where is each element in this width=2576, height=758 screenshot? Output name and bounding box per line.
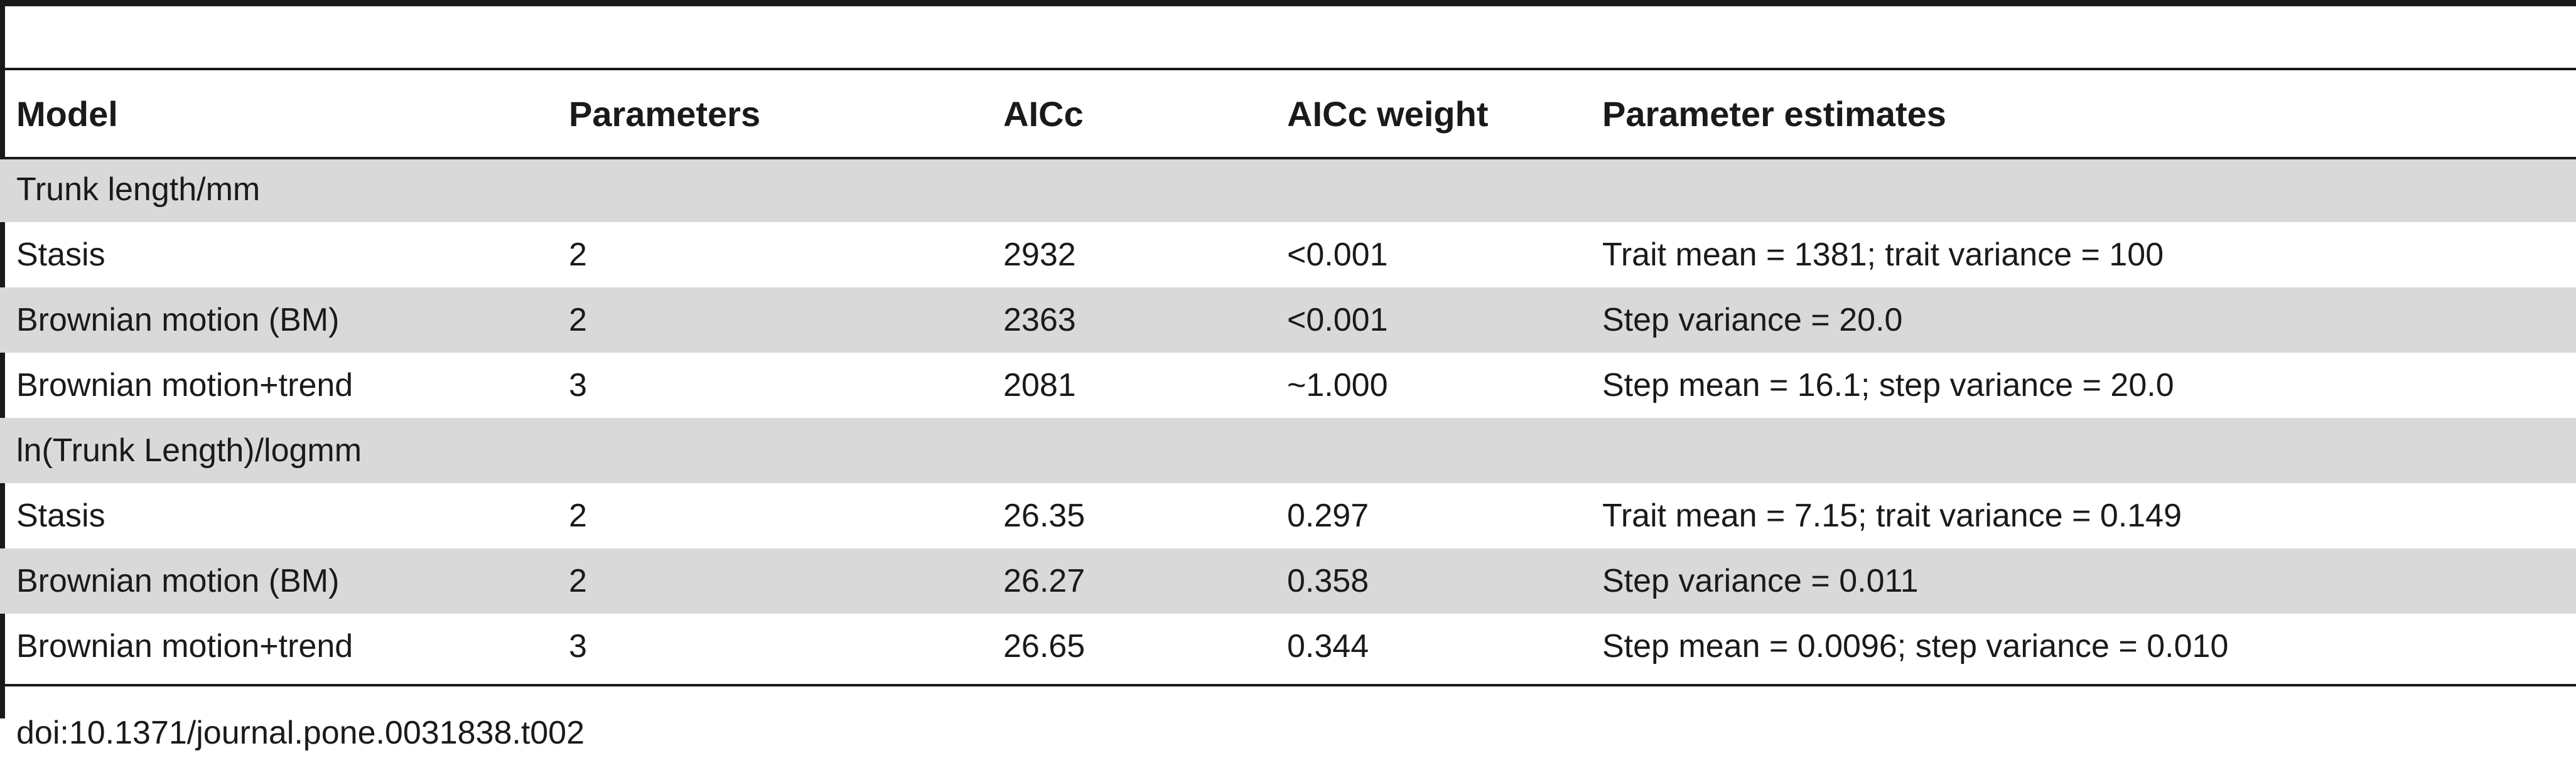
table-row: Brownian motion (BM) 2 2363 <0.001 Step …	[0, 287, 2576, 353]
cell-estimates: Step mean = 16.1; step variance = 20.0	[1602, 367, 2174, 403]
cell-parameters: 2	[569, 498, 587, 534]
cell-aicc-weight: <0.001	[1287, 237, 1388, 273]
table-row: Brownian motion (BM) 2 26.27 0.358 Step …	[0, 548, 2576, 614]
top-thick-rule	[0, 0, 2576, 6]
cell-aicc-weight: 0.358	[1271, 548, 1586, 614]
cell-estimates: Trait mean = 7.15; trait variance = 0.14…	[1602, 498, 2182, 534]
column-header-model: Model	[16, 93, 118, 134]
cell-aicc-weight: <0.001	[1271, 287, 1586, 353]
cell-parameters: 3	[569, 367, 587, 403]
cell-estimates: Step variance = 0.011	[1586, 548, 2576, 614]
results-table: Model Parameters AICc AICc weight Parame…	[0, 70, 2576, 679]
cell-model: Stasis	[16, 237, 105, 273]
header-top-rule	[0, 68, 2576, 70]
cell-model: Brownian motion (BM)	[0, 287, 552, 353]
cell-aicc: 26.65	[1003, 628, 1086, 665]
cell-aicc: 2932	[1003, 237, 1076, 273]
section-label: Trunk length/mm	[0, 157, 2576, 222]
cell-parameters: 2	[569, 237, 587, 273]
table-row: Brownian motion+trend 3 26.65 0.344 Step…	[0, 614, 2576, 679]
column-header-aicc-weight: AICc weight	[1287, 93, 1489, 134]
header-bottom-rule	[0, 157, 2576, 159]
cell-model: Stasis	[16, 498, 105, 534]
cell-parameters: 2	[552, 548, 987, 614]
column-header-parameters: Parameters	[569, 93, 761, 134]
cell-parameters: 3	[569, 628, 587, 665]
cell-estimates: Step variance = 20.0	[1586, 287, 2576, 353]
left-edge-rule	[0, 0, 5, 718]
section-row: ln(Trunk Length)/logmm	[0, 418, 2576, 483]
cell-aicc: 26.27	[987, 548, 1271, 614]
cell-model: Brownian motion+trend	[16, 628, 353, 665]
cell-aicc-weight: 0.344	[1287, 628, 1369, 665]
cell-model: Brownian motion (BM)	[0, 548, 552, 614]
table-row: Stasis 2 26.35 0.297 Trait mean = 7.15; …	[0, 483, 2576, 548]
column-header-aicc: AICc	[1003, 93, 1084, 134]
cell-estimates: Trait mean = 1381; trait variance = 100	[1602, 237, 2164, 273]
cell-model: Brownian motion+trend	[16, 367, 353, 403]
cell-aicc: 2081	[1003, 367, 1076, 403]
cell-aicc-weight: 0.297	[1287, 498, 1369, 534]
table-row: Stasis 2 2932 <0.001 Trait mean = 1381; …	[0, 222, 2576, 287]
header-row: Model Parameters AICc AICc weight Parame…	[0, 70, 2576, 157]
cell-aicc: 2363	[987, 287, 1271, 353]
cell-parameters: 2	[552, 287, 987, 353]
cell-aicc: 26.35	[1003, 498, 1086, 534]
cell-estimates: Step mean = 0.0096; step variance = 0.01…	[1602, 628, 2229, 665]
table-row: Brownian motion+trend 3 2081 ~1.000 Step…	[0, 353, 2576, 418]
section-label: ln(Trunk Length)/logmm	[0, 418, 2576, 483]
section-row: Trunk length/mm	[0, 157, 2576, 222]
doi-caption: doi:10.1371/journal.pone.0031838.t002	[16, 715, 585, 751]
column-header-parameter-estimates: Parameter estimates	[1602, 93, 1946, 134]
cell-aicc-weight: ~1.000	[1287, 367, 1388, 403]
table-bottom-rule	[0, 684, 2576, 686]
